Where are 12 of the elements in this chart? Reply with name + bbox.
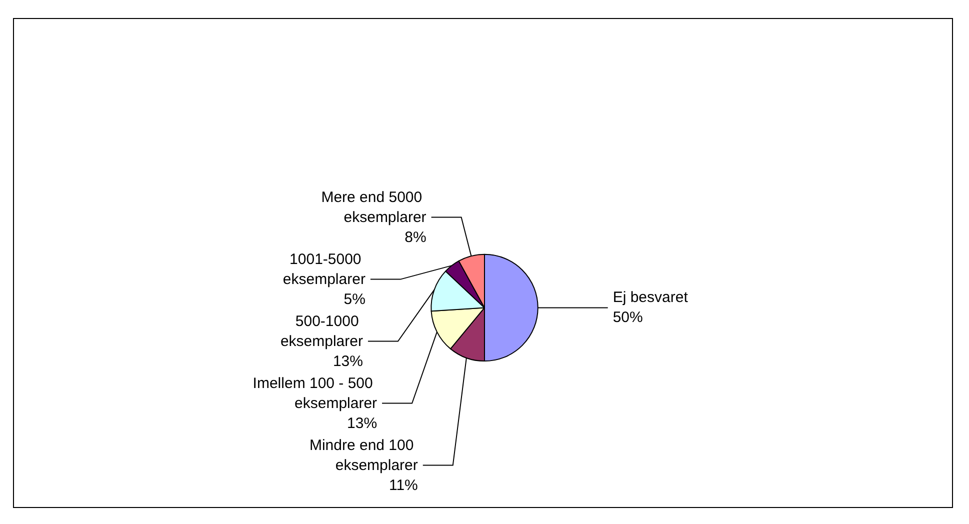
data-label: 11% <box>388 476 418 494</box>
data-label: 50% <box>612 309 643 326</box>
slice-label: Ej besvaret <box>612 289 689 306</box>
slice-label: Mindre end 100 eksemplarer <box>309 436 418 474</box>
slice-label: Imellem 100 - 500 eksemplarer <box>252 374 378 412</box>
data-label: 8% <box>404 228 426 246</box>
slice-label: Mere end 5000 eksemplarer <box>321 188 426 226</box>
slice-label: 500-1000 eksemplarer <box>280 312 363 350</box>
data-label: 13% <box>347 414 378 432</box>
data-label: 5% <box>344 290 366 308</box>
slice-label: 1001-5000 eksemplarer <box>282 250 366 288</box>
data-label: 13% <box>332 352 363 370</box>
